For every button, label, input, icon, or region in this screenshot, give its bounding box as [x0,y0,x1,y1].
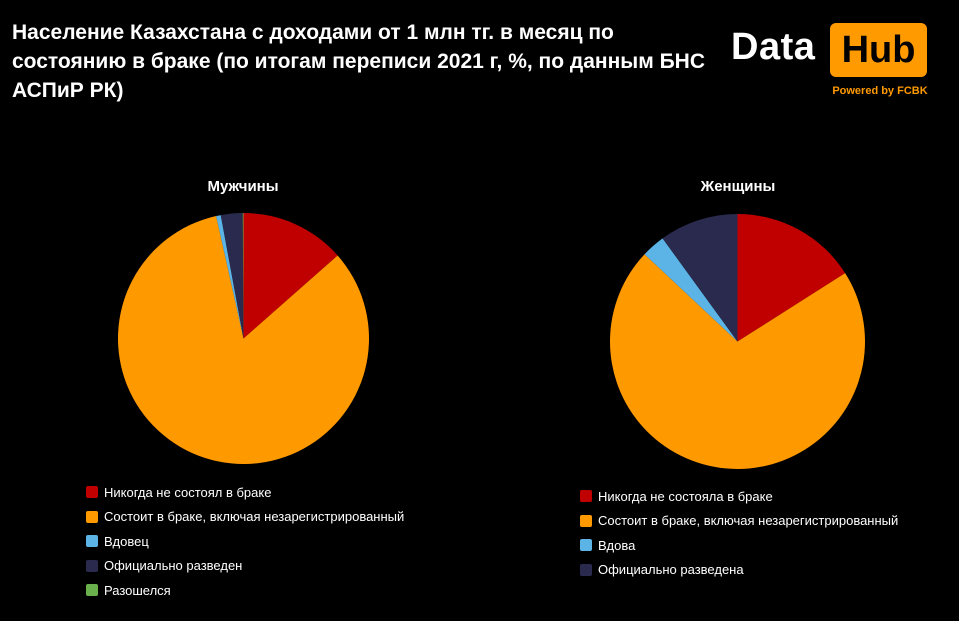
women-slice-3 [662,214,738,342]
women-legend-item-0: Никогда не состояла в браке [580,484,898,509]
women-legend-label-0: Никогда не состояла в браке [598,488,773,504]
men-legend-label-2: Вдовец [104,533,149,549]
pie-chart-women [610,214,865,469]
chart-title-main: Население Казахстана с доходами от 1 млн… [12,21,706,102]
men-legend-label-3: Официально разведен [104,558,243,574]
men-legend-item-1: Состоит в браке, включая незарегистриров… [86,505,404,530]
men-legend-swatch-2 [86,535,98,548]
women-slice-1 [610,254,865,469]
logo-word-hub: Hub [830,23,927,77]
pie-chart-men [118,213,370,464]
men-legend-label-4: Разошелся [104,582,171,598]
women-slice-0 [737,214,846,342]
women-legend-item-3: Официально разведена [580,558,898,583]
women-legend-label-2: Вдова [598,537,636,553]
datahub-logo: Data Hub Powered by FCBK [727,20,932,100]
women-legend-label-1: Состоит в браке, включая незарегистриров… [598,513,899,529]
men-legend-item-3: Официально разведен [86,554,404,579]
pie-title-women: Женщины [700,178,776,195]
men-legend-item-4: Разошелся [86,578,404,603]
women-legend-swatch-2 [580,539,592,552]
legend-men: Никогда не состоял в браке Состоит в брак… [86,480,404,603]
men-slice-1 [118,216,370,464]
logo-tagline: Powered by FCBK [832,85,928,97]
men-legend-swatch-3 [86,559,98,572]
logo-word-data: Data [731,26,816,68]
men-slice-0 [243,213,338,339]
women-legend-item-2: Вдова [580,533,898,558]
women-slice-2 [644,238,738,342]
men-legend-swatch-0 [86,486,98,499]
women-legend-swatch-1 [580,514,592,527]
legend-women: Никогда не состояла в браке Состоит в бра… [580,484,898,582]
men-legend-swatch-4 [86,584,98,597]
women-legend-swatch-0 [580,490,592,503]
men-slice-3 [220,213,244,339]
women-legend-item-1: Состоит в браке, включая незарегистриров… [580,509,898,534]
men-legend-item-0: Никогда не состоял в браке [86,480,404,505]
women-legend-swatch-3 [580,563,592,576]
pie-title-men: Мужчины [207,178,279,195]
men-legend-swatch-1 [86,510,98,523]
men-legend-label-1: Состоит в браке, включая незарегистриров… [104,509,405,525]
men-legend-item-2: Вдовец [86,529,404,554]
men-legend-label-0: Никогда не состоял в браке [104,484,272,500]
women-legend-label-3: Официально разведена [598,562,744,578]
men-slice-2 [216,215,244,339]
